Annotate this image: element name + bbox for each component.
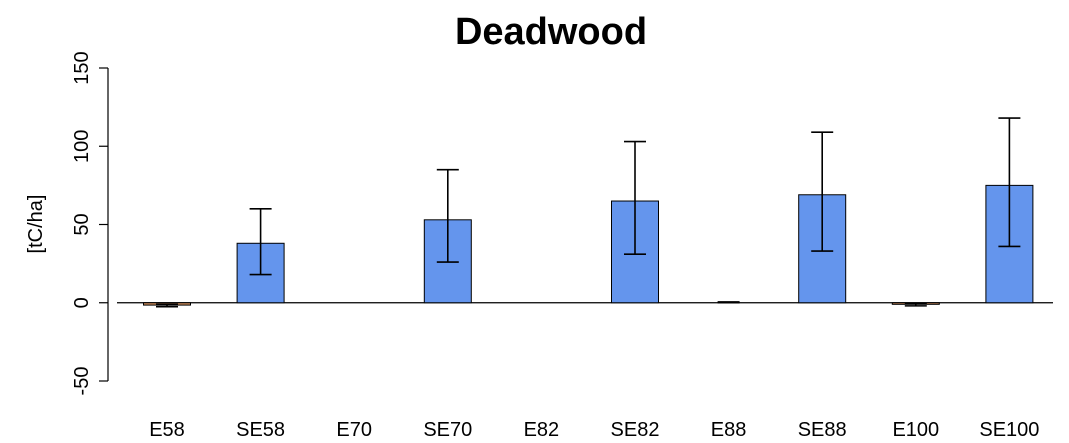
y-axis: -50 0 50 100 150 — [71, 51, 109, 396]
error-bar-e58 — [156, 303, 178, 308]
x-tick-label-se58: SE58 — [236, 419, 285, 441]
x-tick-label-se100: SE100 — [979, 419, 1039, 441]
error-bars-group — [156, 117, 1021, 308]
y-tick-label: 50 — [71, 213, 93, 235]
x-tick-label-se88: SE88 — [798, 419, 847, 441]
y-tick-label: -50 — [71, 367, 93, 396]
x-tick-label-e88: E88 — [711, 419, 747, 441]
error-bar-e88 — [717, 301, 740, 304]
error-bar-se88 — [811, 131, 834, 252]
error-bar-se58 — [249, 208, 272, 276]
x-tick-label-e70: E70 — [336, 419, 372, 441]
error-bar-e100 — [904, 302, 927, 307]
y-tick-label: 0 — [71, 297, 93, 308]
error-bar-se100 — [998, 117, 1021, 248]
x-tick-labels: E58 SE58 E70 SE70 E82 SE82 E88 SE88 E100 SE100 — [149, 419, 1039, 441]
x-tick-label-se70: SE70 — [423, 419, 472, 441]
chart-title: Deadwood — [455, 11, 647, 53]
x-tick-label-e100: E100 — [892, 419, 939, 441]
y-tick-label: 150 — [71, 51, 93, 84]
x-tick-label-e58: E58 — [149, 419, 185, 441]
y-axis-label: [tC/ha] — [25, 195, 47, 254]
y-tick-label: 100 — [71, 130, 93, 163]
x-tick-label-e82: E82 — [524, 419, 560, 441]
error-bar-se70 — [436, 168, 459, 263]
x-tick-label-se82: SE82 — [611, 419, 660, 441]
bars-group — [117, 184, 1053, 306]
error-bar-se82 — [624, 140, 646, 256]
